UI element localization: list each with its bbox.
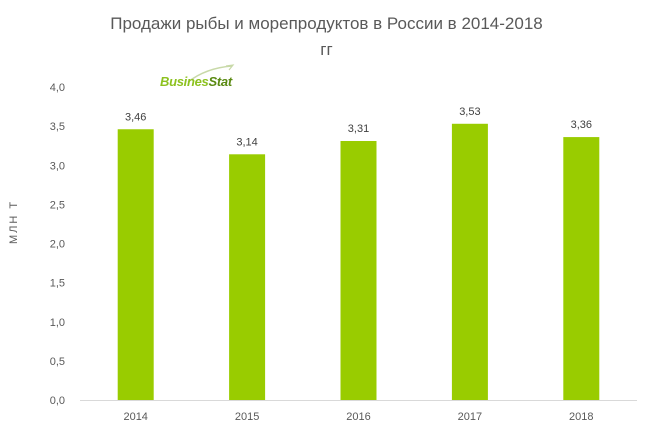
data-label: 3,36 bbox=[571, 119, 592, 131]
businesstat-logo: BusinesStat bbox=[160, 74, 232, 89]
x-tick-label: 2017 bbox=[458, 411, 482, 423]
data-label: 3,14 bbox=[236, 136, 257, 148]
y-tick-label: 0,0 bbox=[50, 395, 65, 407]
y-tick-label: 4,0 bbox=[50, 82, 65, 94]
logo-text-part1: Busines bbox=[160, 74, 209, 89]
chart-title-line2: гг bbox=[320, 40, 333, 59]
logo-text-part2: Stat bbox=[208, 74, 232, 89]
y-tick-label: 1,0 bbox=[50, 317, 65, 329]
y-tick-label: 3,5 bbox=[50, 121, 65, 133]
x-tick-label: 2015 bbox=[235, 411, 259, 423]
bar bbox=[340, 140, 377, 400]
y-tick-label: 2,5 bbox=[50, 199, 65, 211]
x-tick-label: 2018 bbox=[569, 411, 593, 423]
logo-swoosh-icon bbox=[187, 64, 235, 83]
y-tick-label: 2,0 bbox=[50, 239, 65, 251]
y-tick-label: 1,5 bbox=[50, 278, 65, 290]
data-label: 3,53 bbox=[459, 106, 480, 118]
y-tick-label: 0,5 bbox=[50, 356, 65, 368]
bar bbox=[563, 137, 600, 400]
data-label: 3,31 bbox=[348, 123, 369, 135]
y-tick-label: 3,0 bbox=[50, 160, 65, 172]
chart-title: Продажи рыбы и морепродуктов в России в … bbox=[110, 14, 543, 33]
x-tick-label: 2014 bbox=[123, 411, 147, 423]
bar bbox=[229, 154, 266, 400]
data-label: 3,46 bbox=[125, 111, 146, 123]
x-tick-label: 2016 bbox=[346, 411, 370, 423]
bar bbox=[451, 123, 488, 400]
bar bbox=[117, 129, 154, 400]
